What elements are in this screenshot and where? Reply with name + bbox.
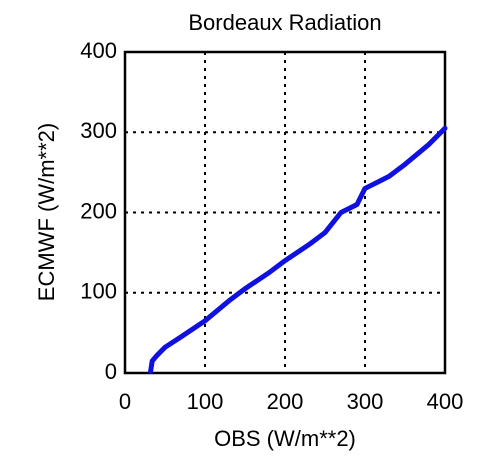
x-tick-label: 100	[187, 389, 224, 414]
x-tick-label: 200	[267, 389, 304, 414]
y-tick-label: 400	[80, 38, 117, 63]
chart-title: Bordeaux Radiation	[188, 10, 381, 35]
y-tick-label: 300	[80, 118, 117, 143]
x-tick-label: 400	[427, 389, 464, 414]
y-tick-label: 0	[105, 359, 117, 384]
data-line	[148, 125, 448, 374]
y-tick-label: 200	[80, 198, 117, 223]
x-tick-label: 300	[347, 389, 384, 414]
plot-frame	[123, 50, 447, 375]
x-axis-label: OBS (W/m**2)	[214, 426, 356, 451]
y-tick-label: 100	[80, 279, 117, 304]
y-axis-label: ECMWF (W/m**2)	[34, 123, 59, 301]
x-tick-label: 0	[119, 389, 131, 414]
